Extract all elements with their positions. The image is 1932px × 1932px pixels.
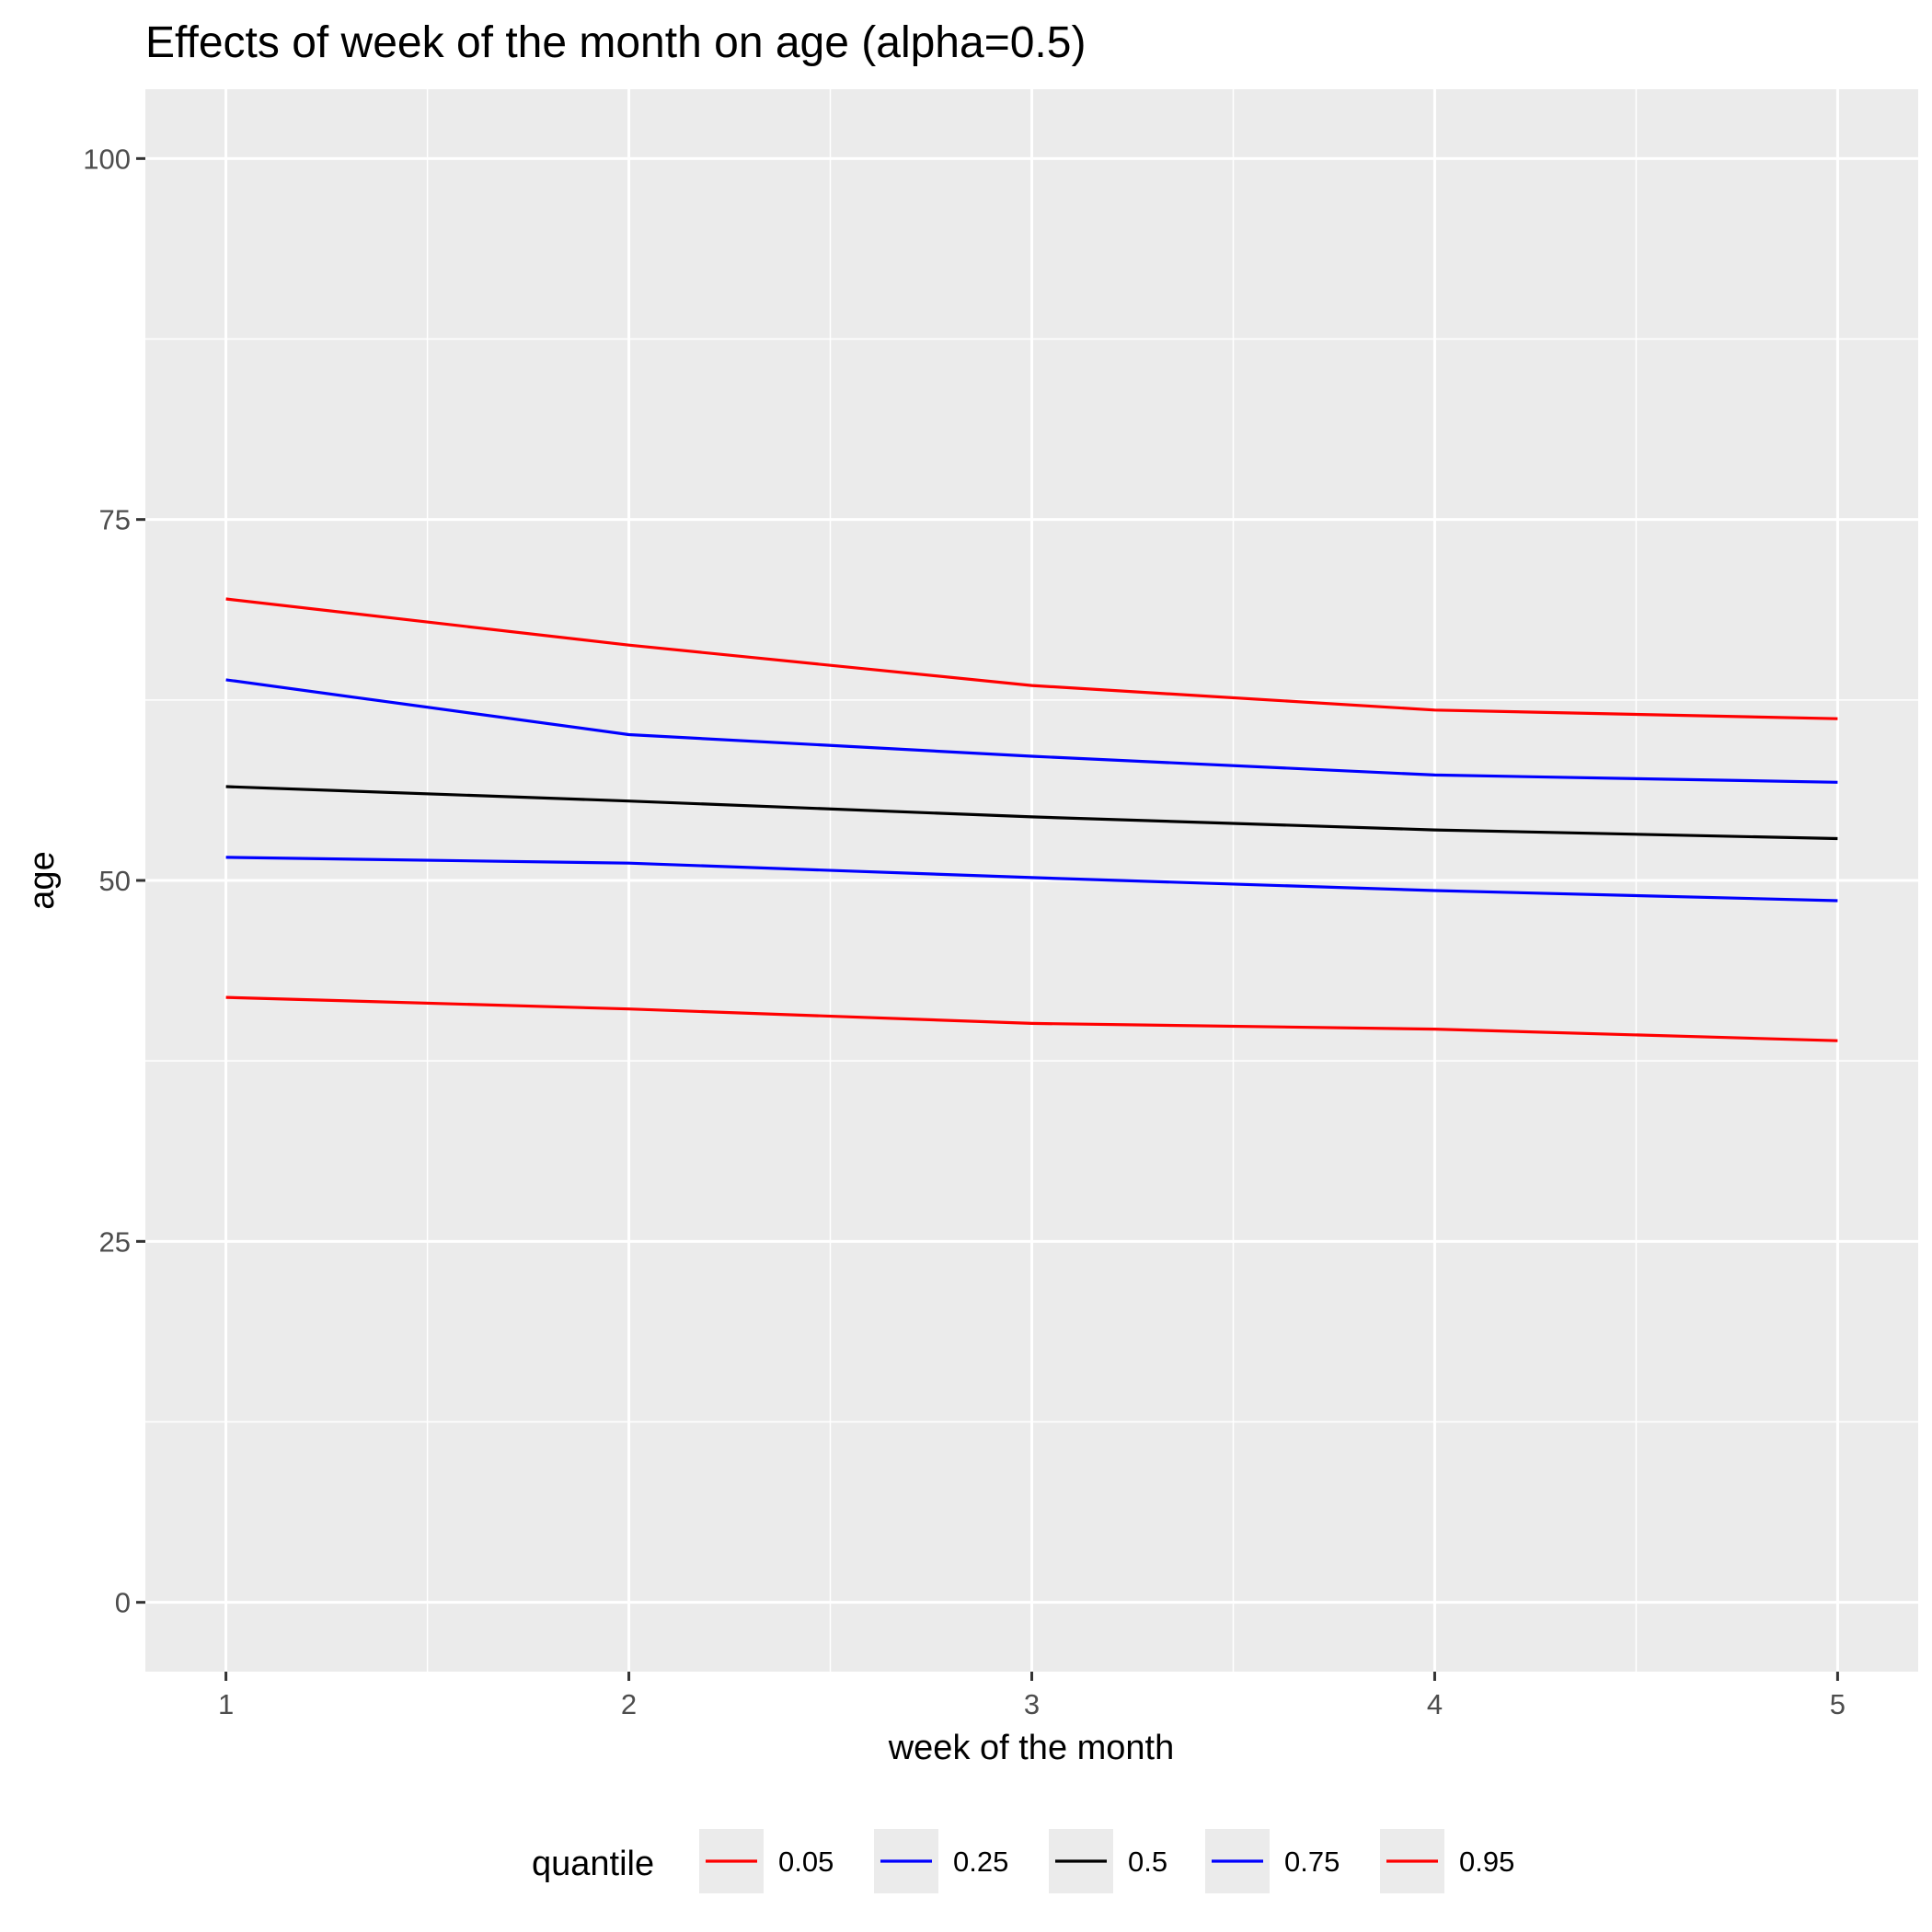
series-line-0-5 xyxy=(225,785,1838,841)
y-tick-label: 0 xyxy=(115,1587,131,1619)
grid-major xyxy=(145,89,1918,1672)
series-line-0-25 xyxy=(225,856,1838,903)
x-axis-title: week of the month xyxy=(888,1729,1175,1767)
legend-items: 0.05 0.25 0.5 0.75 0.95 xyxy=(699,1829,1514,1893)
x-axis: 1 2 3 4 5 xyxy=(218,1672,1846,1720)
y-tick-label: 25 xyxy=(99,1225,131,1258)
series-line-0-75 xyxy=(225,678,1838,784)
legend-label: 0.25 xyxy=(953,1846,1008,1878)
legend-label: 0.75 xyxy=(1284,1846,1340,1878)
y-tick-label: 50 xyxy=(99,865,131,897)
chart-title: Effects of week of the month on age (alp… xyxy=(145,18,1086,67)
series-line-0-95 xyxy=(225,597,1838,720)
x-tick-label: 4 xyxy=(1427,1688,1443,1720)
series-line-0-05 xyxy=(225,995,1838,1042)
y-tick-label: 100 xyxy=(83,143,131,175)
x-tick-label: 3 xyxy=(1024,1688,1040,1720)
x-tick-label: 1 xyxy=(218,1688,234,1720)
x-tick-label: 2 xyxy=(621,1688,637,1720)
y-axis-title: age xyxy=(23,851,62,909)
y-tick-label: 75 xyxy=(99,504,131,536)
y-axis: 0 25 50 75 100 xyxy=(83,143,145,1619)
x-tick-label: 5 xyxy=(1830,1688,1846,1720)
series-lines xyxy=(225,597,1838,1042)
legend: quantile 0.05 0.25 0.5 0.75 0.95 xyxy=(532,1829,1514,1893)
legend-label: 0.95 xyxy=(1459,1846,1514,1878)
legend-label: 0.5 xyxy=(1128,1846,1167,1878)
legend-title: quantile xyxy=(532,1845,654,1883)
legend-label: 0.05 xyxy=(778,1846,834,1878)
